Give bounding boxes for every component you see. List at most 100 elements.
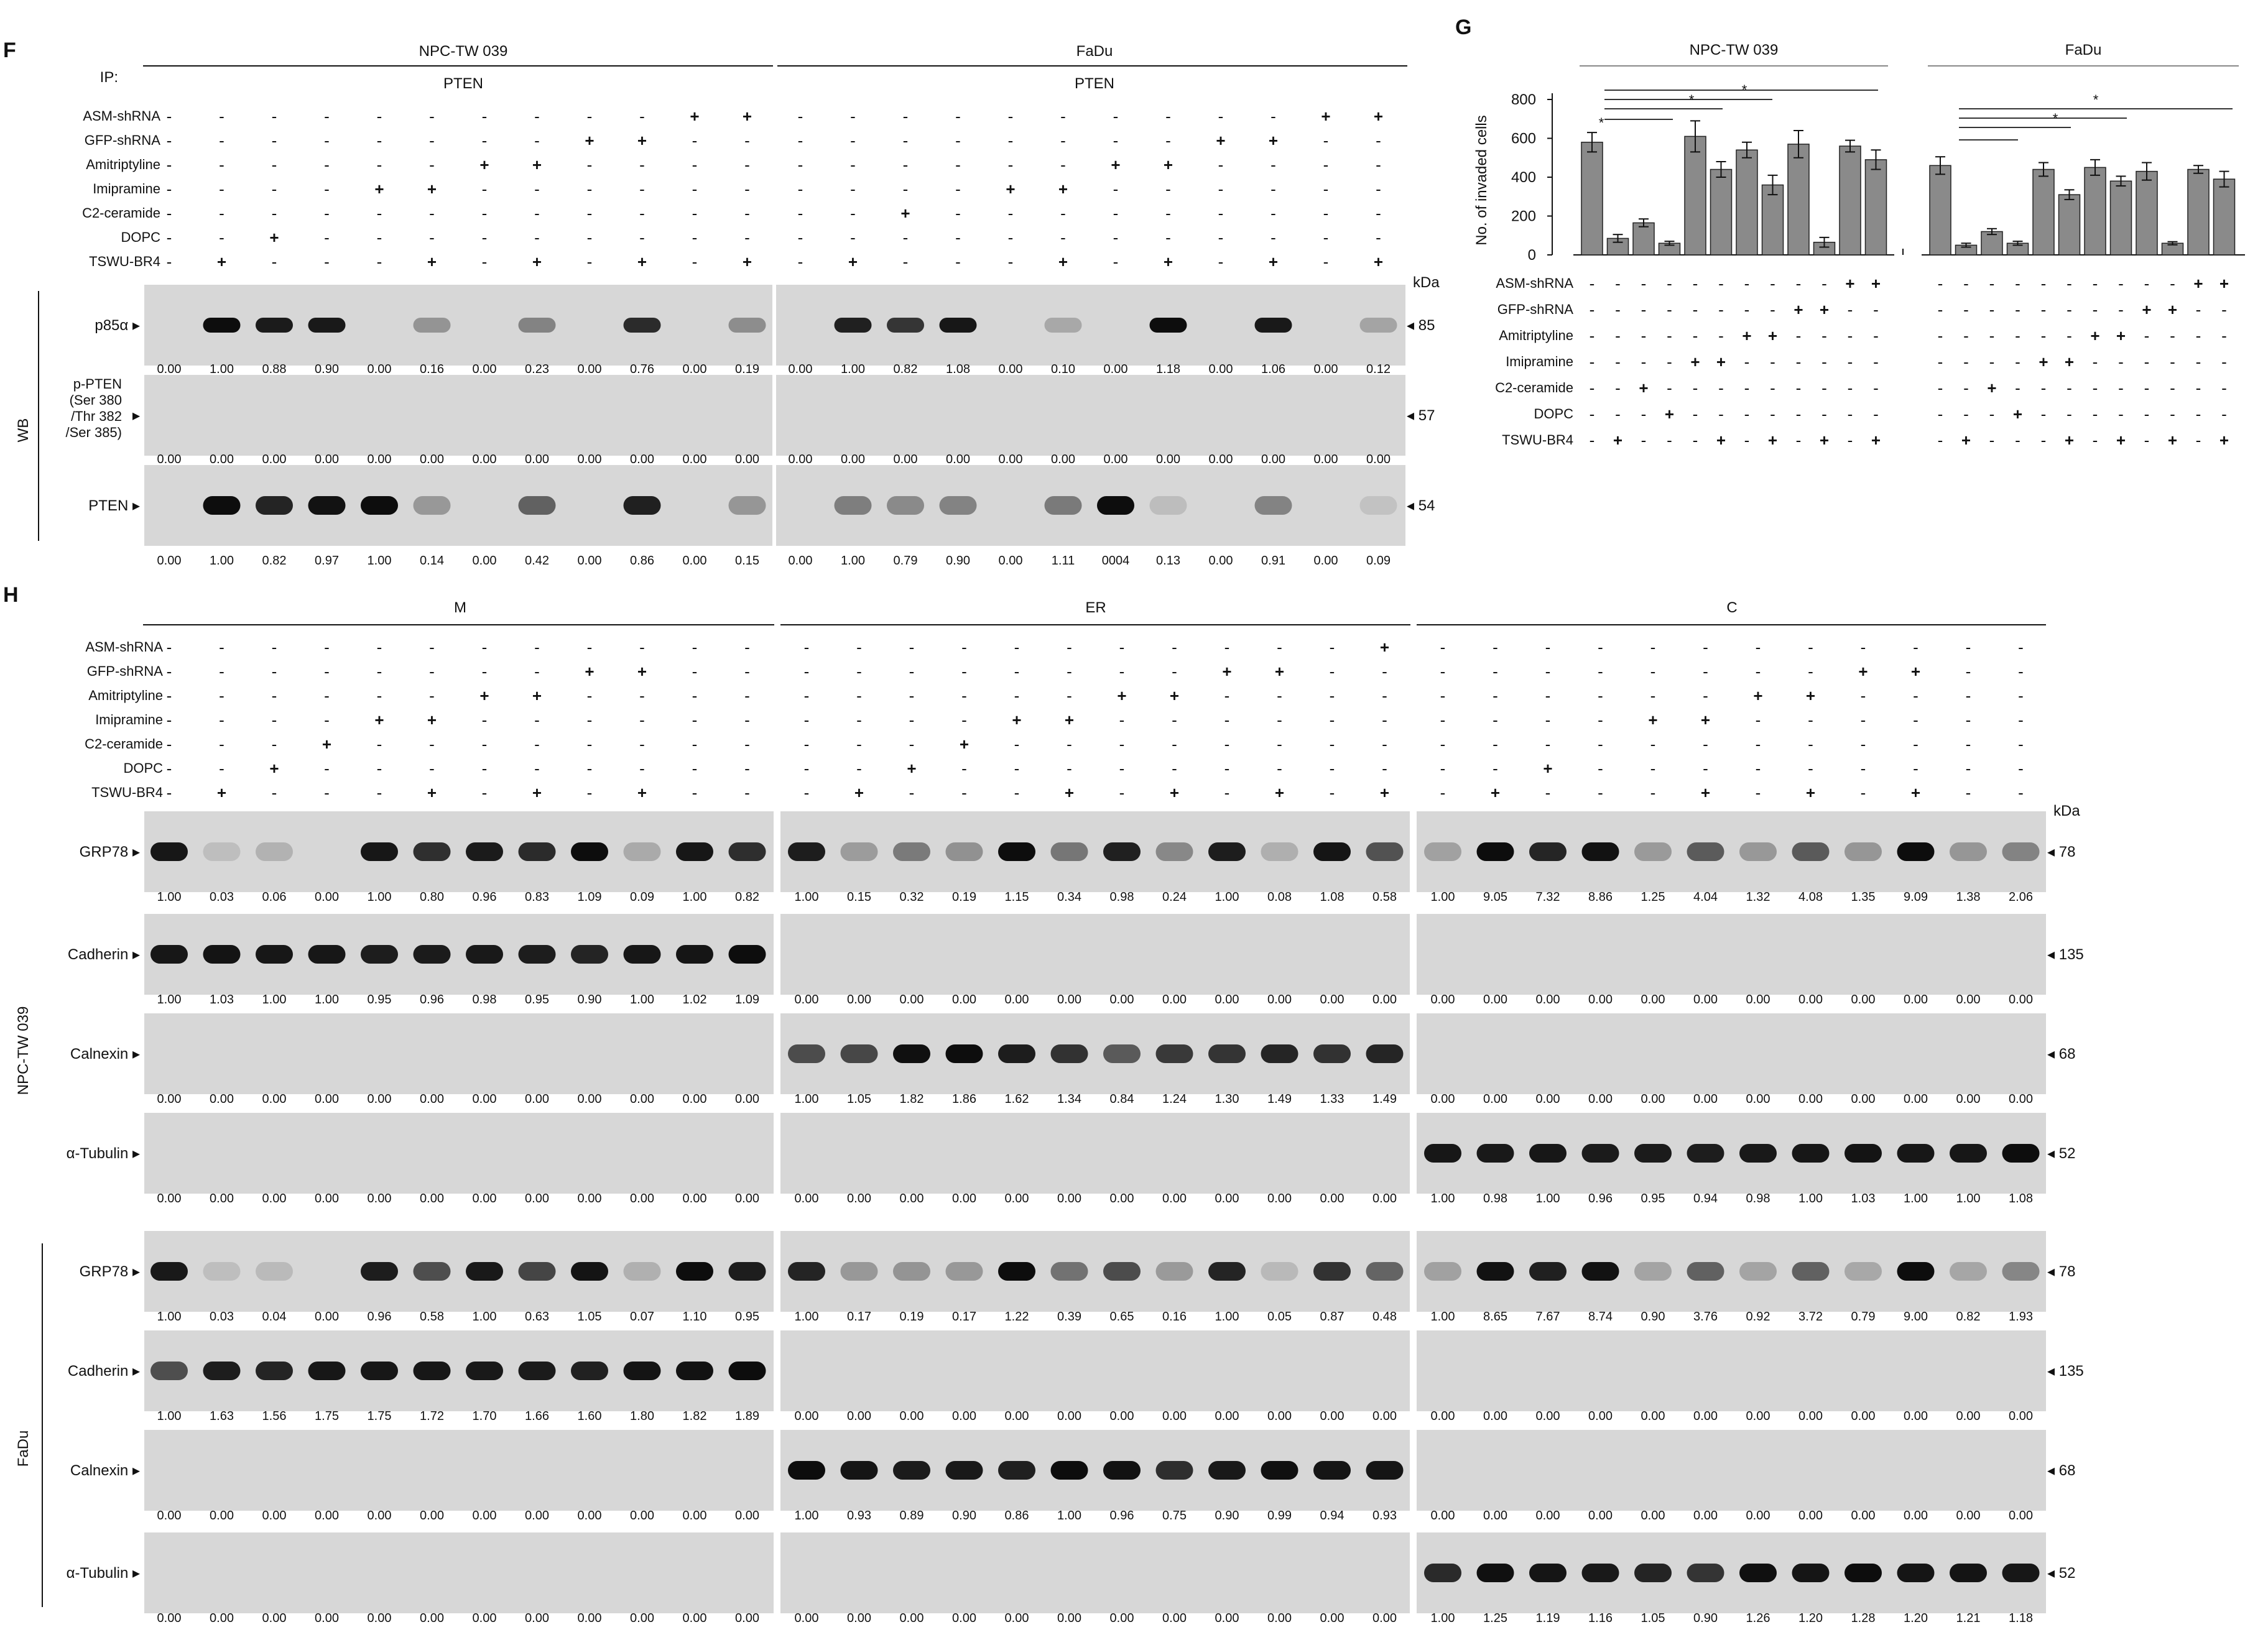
panel-g-sign: - (1989, 352, 1995, 371)
panel-h-band (1366, 1461, 1404, 1480)
panel-f-sign: - (692, 155, 698, 174)
panel-f-treatment-label: ASM-shRNA (83, 108, 160, 124)
panel-h-sign: - (1172, 735, 1177, 753)
panel-g-sign: - (2221, 326, 2227, 345)
panel-h-band-value: 0.00 (735, 1509, 759, 1523)
panel-g-significance-mark: * (2093, 92, 2099, 108)
panel-h-sign: + (1806, 686, 1815, 705)
panel-h-band (1424, 1262, 1461, 1281)
panel-g-sign: + (2142, 300, 2151, 319)
panel-g-sign: - (1873, 379, 1879, 397)
panel-h-sign: + (1858, 662, 1868, 681)
panel-h-band-value: 1.33 (1320, 1092, 1345, 1106)
panel-f-sign: - (1008, 107, 1014, 126)
panel-f-sign: + (1374, 252, 1383, 271)
panel-f-band (203, 496, 241, 515)
panel-f-blot-label: ▸ (132, 407, 140, 424)
panel-f-sign: - (272, 131, 277, 150)
panel-h-sign: - (1224, 686, 1230, 705)
panel-h-band (1687, 842, 1724, 861)
panel-h-band-value: 1.56 (262, 1409, 287, 1423)
panel-h-sign: - (1224, 638, 1230, 657)
panel-g-sign: - (1821, 274, 1827, 293)
panel-g-treatment-table: ASM-shRNA - -- -- -- -- -- -- -- -- -- -+ ++ +GFP-shR… (1495, 274, 2229, 449)
panel-f-blot-membrane (144, 375, 772, 456)
panel-h-band-value: 0.92 (1746, 1310, 1770, 1324)
panel-f-band-value: 0.09 (1366, 554, 1391, 568)
panel-h-band (945, 1044, 983, 1063)
panel-h-band (203, 1262, 241, 1281)
panel-f-sign: - (534, 131, 540, 150)
panel-h-band (840, 1461, 878, 1480)
panel-h-band (1950, 1564, 1987, 1582)
panel-g-treatment-label: C2-ceramide (1495, 380, 1573, 395)
panel-h-sign: - (1224, 783, 1230, 802)
panel-h-band-value: 0.00 (473, 1509, 497, 1523)
panel-h-band-value: 0.00 (262, 1611, 287, 1625)
panel-f-band (728, 496, 766, 515)
panel-g-sign: - (1963, 379, 1969, 397)
panel-h-band-value: 0.00 (1320, 1611, 1345, 1625)
panel-h-sign: - (1703, 662, 1708, 681)
panel-g-sign: - (1641, 300, 1647, 319)
panel-h-blot-membrane (144, 811, 774, 892)
panel-f-sign: - (482, 180, 488, 198)
panel-h-band-value: 0.00 (847, 1192, 871, 1205)
panel-g-sign: - (2118, 274, 2124, 293)
panel-h-band-value: 0.00 (630, 1192, 654, 1205)
panel-h-letter: H (3, 583, 19, 607)
panel-h-sign: + (1012, 711, 1021, 729)
panel-f-band (1149, 496, 1187, 515)
panel-g-sign: - (2067, 405, 2072, 423)
panel-h-band-value: 0.00 (1798, 1509, 1823, 1523)
panel-h-sign: - (1440, 711, 1446, 729)
panel-g-sign: - (1989, 326, 1995, 345)
panel-h-blot-membrane (1417, 1430, 2046, 1511)
panel-h-band (1261, 1461, 1298, 1480)
panel-f-band-value: 0.00 (368, 453, 392, 466)
panel-h-band-value: 0.00 (1162, 1409, 1187, 1423)
panel-f-sign: - (1060, 204, 1066, 223)
panel-h-band-value: 0.00 (578, 1509, 602, 1523)
panel-h-band-value: 0.90 (578, 993, 602, 1007)
panel-h-band (1844, 1262, 1882, 1281)
panel-h-band-value: 0.00 (795, 1611, 819, 1625)
panel-h-band-value: 0.79 (1851, 1310, 1876, 1324)
panel-f-band (1254, 318, 1292, 333)
panel-h-band-value: 1.00 (795, 1509, 819, 1523)
panel-h-sign: - (961, 783, 967, 802)
panel-f-band-value: 1.00 (368, 554, 392, 568)
panel-h-kda-marker: ◂ 78 (2047, 844, 2075, 860)
panel-h-band-value: 0.00 (1057, 1192, 1081, 1205)
panel-h-band-value: 8.65 (1483, 1310, 1507, 1324)
panel-h-sign: - (639, 686, 645, 705)
panel-h-band-value: 0.00 (1956, 1509, 1981, 1523)
panel-h-sign: - (744, 759, 750, 778)
panel-f-sign: - (1165, 131, 1171, 150)
panel-g-bar (2187, 168, 2210, 256)
panel-h-band (308, 945, 346, 964)
panel-h-blot-membrane (1417, 1330, 2046, 1411)
panel-g-sign: - (2196, 352, 2201, 371)
panel-h-band-value: 0.93 (1372, 1509, 1397, 1523)
panel-f-sign: - (219, 228, 224, 247)
panel-h-sign: - (909, 783, 915, 802)
panel-h-band (361, 1262, 398, 1281)
panel-h-band (571, 842, 608, 861)
panel-f-band-value: 0.00 (473, 362, 497, 376)
panel-h-blot-membrane (1417, 811, 2046, 892)
panel-h-band-value: 0.00 (1693, 1509, 1718, 1523)
panel-f-band-value: 1.11 (1052, 554, 1075, 568)
panel-h-band (1739, 1144, 1777, 1163)
panel-h-band-value: 0.03 (210, 890, 234, 904)
panel-h-band (1476, 1144, 1514, 1163)
panel-h-band (1792, 1262, 1830, 1281)
panel-g-sign: - (1938, 405, 1943, 423)
panel-f-band-value: 0.90 (315, 362, 339, 376)
panel-f-band (518, 496, 556, 515)
panel-g-sign: - (2015, 300, 2020, 319)
panel-g-sign: - (1770, 300, 1775, 319)
panel-h-sign: + (322, 735, 331, 753)
panel-f-band-value: 0.00 (1261, 453, 1285, 466)
panel-h-sign: - (1440, 735, 1446, 753)
